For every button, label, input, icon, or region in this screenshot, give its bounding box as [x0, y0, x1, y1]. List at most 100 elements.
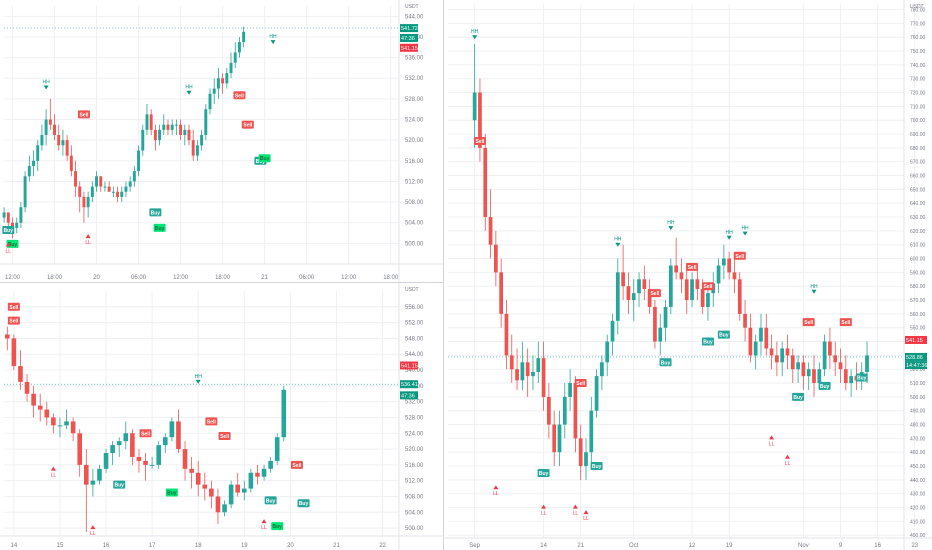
candle-body[interactable]: [615, 272, 620, 321]
candle-body[interactable]: [143, 460, 148, 465]
candle[interactable]: [183, 124, 187, 146]
signal-marker-hh[interactable]: HH: [614, 237, 622, 247]
candle[interactable]: [684, 265, 689, 314]
candle-body[interactable]: [233, 52, 237, 63]
candle-body[interactable]: [759, 327, 763, 342]
candle-body[interactable]: [82, 196, 86, 208]
candle[interactable]: [107, 181, 111, 192]
candle[interactable]: [189, 456, 194, 489]
candle-body[interactable]: [504, 313, 509, 356]
signal-marker-sell[interactable]: Sell: [839, 318, 852, 327]
signal-marker-buy[interactable]: Buy: [717, 330, 730, 339]
candle-body[interactable]: [31, 393, 36, 406]
candle[interactable]: [179, 119, 183, 141]
candle[interactable]: [11, 334, 17, 371]
candle[interactable]: [600, 355, 604, 390]
candle[interactable]: [53, 114, 56, 141]
candle-body[interactable]: [748, 327, 753, 356]
candle-body[interactable]: [817, 369, 822, 384]
candle-body[interactable]: [149, 114, 153, 130]
candle[interactable]: [65, 135, 69, 161]
candle[interactable]: [509, 334, 514, 384]
candle-body[interactable]: [261, 468, 267, 477]
candle-body[interactable]: [189, 468, 194, 473]
chart-pane-bottom-left[interactable]: 500.00 504.00 508.00 512.00 516.00 520.00 524.…: [0, 283, 443, 550]
candle[interactable]: [525, 348, 530, 397]
candle[interactable]: [162, 114, 166, 135]
candle[interactable]: [843, 355, 848, 390]
candle-body[interactable]: [722, 258, 726, 266]
candle-body[interactable]: [653, 306, 657, 342]
candle-body[interactable]: [557, 424, 562, 453]
candle-body[interactable]: [674, 265, 678, 273]
candle-body[interactable]: [573, 383, 578, 439]
candle-body[interactable]: [107, 186, 111, 192]
candle[interactable]: [637, 272, 641, 307]
signal-marker-hh[interactable]: HH: [195, 374, 203, 384]
candle-body[interactable]: [120, 191, 124, 197]
candle-body[interactable]: [176, 421, 181, 450]
candle-body[interactable]: [70, 421, 76, 434]
candle-body[interactable]: [69, 155, 73, 172]
candle[interactable]: [499, 258, 504, 328]
candle[interactable]: [237, 36, 241, 58]
signal-marker-sell[interactable]: Sell: [802, 318, 815, 327]
candle[interactable]: [631, 279, 636, 321]
candle[interactable]: [541, 341, 546, 411]
candle[interactable]: [222, 500, 227, 517]
candle[interactable]: [642, 265, 647, 301]
candle-body[interactable]: [158, 129, 162, 141]
candle-body[interactable]: [647, 288, 652, 307]
candle-body[interactable]: [472, 92, 477, 121]
candle[interactable]: [24, 373, 30, 402]
candle[interactable]: [195, 460, 201, 497]
candle[interactable]: [44, 401, 50, 426]
candle-body[interactable]: [642, 279, 647, 289]
candle-body[interactable]: [44, 409, 50, 418]
candle[interactable]: [83, 449, 89, 533]
candle-body[interactable]: [90, 186, 94, 197]
candle-body[interactable]: [838, 362, 843, 370]
candle-body[interactable]: [552, 424, 557, 453]
candle[interactable]: [722, 244, 726, 280]
candle-body[interactable]: [237, 42, 241, 53]
candle[interactable]: [162, 433, 168, 454]
candle[interactable]: [727, 251, 732, 280]
candle-body[interactable]: [169, 421, 175, 438]
signal-marker-hh[interactable]: HH: [741, 226, 749, 236]
signal-marker-buy[interactable]: Buy: [701, 337, 714, 346]
candle[interactable]: [182, 441, 188, 481]
candle[interactable]: [187, 124, 191, 146]
candle-body[interactable]: [32, 160, 35, 166]
candle[interactable]: [27, 155, 31, 182]
candle[interactable]: [261, 464, 267, 481]
candle-body[interactable]: [11, 338, 17, 367]
candle[interactable]: [562, 383, 567, 439]
candle-body[interactable]: [822, 341, 827, 370]
signal-marker-sell[interactable]: Sell: [648, 289, 661, 298]
candle-body[interactable]: [605, 341, 610, 363]
candle-body[interactable]: [208, 93, 212, 110]
candle-body[interactable]: [706, 293, 710, 307]
candle[interactable]: [6, 212, 10, 228]
candle-body[interactable]: [95, 176, 99, 187]
candle[interactable]: [573, 376, 578, 453]
candle[interactable]: [141, 124, 145, 156]
candle-body[interactable]: [229, 62, 233, 74]
candle-body[interactable]: [40, 135, 44, 146]
candle-body[interactable]: [764, 327, 769, 349]
candle-body[interactable]: [690, 279, 694, 301]
candle[interactable]: [145, 104, 149, 135]
candle[interactable]: [552, 410, 557, 467]
candle[interactable]: [195, 140, 199, 161]
candle[interactable]: [615, 258, 620, 335]
signal-marker-ll[interactable]: LL: [573, 504, 579, 517]
candle[interactable]: [812, 355, 816, 397]
signal-marker-sell[interactable]: Sell: [139, 429, 152, 438]
candle[interactable]: [796, 355, 800, 384]
signal-marker-ll[interactable]: LL: [493, 485, 499, 497]
candle[interactable]: [74, 160, 78, 197]
candle-body[interactable]: [621, 272, 625, 287]
candle-body[interactable]: [785, 348, 790, 356]
candle-body[interactable]: [663, 306, 668, 328]
